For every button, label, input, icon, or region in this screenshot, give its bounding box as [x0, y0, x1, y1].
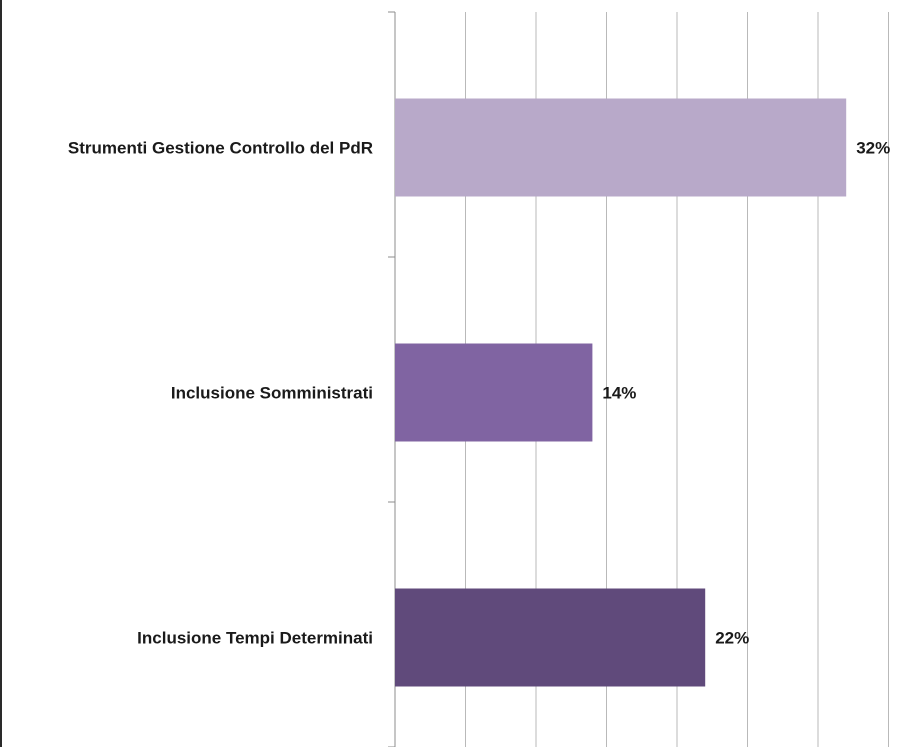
category-label: Inclusione Tempi Determinati [137, 629, 373, 648]
bar [395, 343, 593, 442]
category-label: Inclusione Somministrati [171, 384, 373, 403]
bar [395, 98, 847, 197]
bar [395, 588, 706, 687]
bars [395, 98, 847, 687]
image-left-border [0, 0, 2, 747]
data-label: 22% [715, 629, 749, 648]
data-label: 14% [602, 384, 636, 403]
labels: Strumenti Gestione Controllo del PdR 32% I… [68, 139, 890, 648]
category-axis [388, 11, 396, 747]
category-label: Strumenti Gestione Controllo del PdR [68, 139, 373, 158]
data-label: 32% [856, 139, 890, 158]
